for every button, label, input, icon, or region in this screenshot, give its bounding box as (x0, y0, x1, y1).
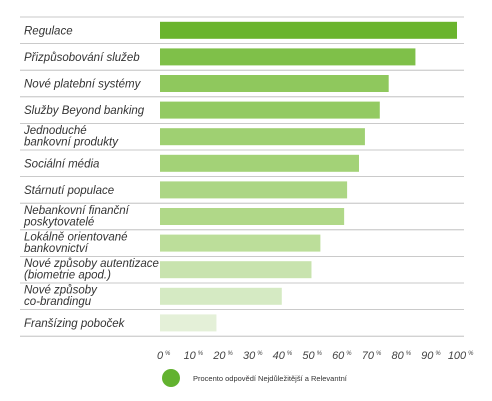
bar (160, 75, 389, 92)
x-tick-label: 100 (448, 350, 467, 362)
bar-row: Stárnutí populace (20, 176, 464, 199)
x-tick-label: 10 (184, 350, 197, 362)
category-label: bankovní produkty (24, 136, 119, 148)
legend-marker (162, 369, 180, 387)
bar (160, 154, 359, 172)
category-label: Franšízing poboček (24, 318, 126, 330)
bar-row: Služby Beyond banking (20, 96, 464, 119)
bar-row: Přizpůsobování služeb (20, 43, 464, 66)
x-axis-ticks: 0% 10% 20% 30% 40% 50% 60% 70% 80% 90% 100% (157, 350, 474, 362)
bar (160, 314, 217, 332)
bar (160, 128, 365, 146)
bar (160, 287, 282, 305)
bar (160, 21, 457, 39)
category-label: (biometrie apod.) (24, 269, 111, 281)
x-tick-suffix: % (198, 351, 204, 357)
bar (160, 208, 345, 225)
bar (160, 234, 321, 252)
category-label: Sociální média (24, 158, 99, 170)
x-tick-suffix: % (228, 351, 234, 357)
x-tick-suffix: % (165, 351, 171, 357)
chart-rows: Regulace Přizpůsobování služeb Nové plateb… (20, 16, 464, 337)
category-label: Lokálně orientované (24, 231, 128, 243)
category-label: Jednoduché (23, 125, 87, 137)
category-label: poskytovatelé (23, 216, 94, 228)
bar-row: Sociální média (20, 149, 464, 172)
x-tick-label: 90 (421, 350, 434, 362)
x-tick-suffix: % (257, 351, 263, 357)
x-tick-suffix: % (376, 351, 382, 357)
legend-label: Procento odpovědí Nejdůležitější a Relev… (193, 374, 348, 383)
x-tick-label: 70 (362, 350, 375, 362)
category-label: Přizpůsobování služeb (24, 52, 140, 64)
bar (160, 101, 380, 119)
x-tick-suffix: % (468, 351, 474, 357)
category-label: Nebankovní finanční (24, 205, 131, 217)
x-tick-label: 40 (273, 350, 286, 362)
x-tick-suffix: % (346, 351, 352, 357)
bar (160, 48, 416, 66)
x-tick-suffix: % (406, 351, 412, 357)
bar (160, 261, 312, 279)
bar (160, 181, 348, 199)
category-label: Nové způsoby (24, 285, 98, 297)
legend: Procento odpovědí Nejdůležitější a Relev… (162, 369, 348, 387)
x-tick-label: 60 (332, 350, 345, 362)
x-tick-label: 0 (157, 350, 164, 362)
bar-row: Regulace (20, 16, 464, 39)
category-label: Regulace (24, 25, 73, 37)
x-tick-suffix: % (317, 351, 323, 357)
x-tick-suffix: % (435, 351, 441, 357)
category-label: co-brandingu (24, 296, 92, 308)
bar-row: Nové způsoby autentizace(biometrie apod.… (20, 255, 464, 281)
category-label: Stárnutí populace (24, 185, 114, 197)
category-label: bankovnictví (24, 243, 90, 255)
x-tick-label: 50 (302, 350, 315, 362)
bar-row: Nové platební systémy (20, 69, 464, 92)
bar-row: Franšízing poboček (20, 309, 464, 332)
x-tick-label: 80 (391, 350, 404, 362)
x-tick-label: 20 (212, 350, 226, 362)
x-tick-suffix: % (287, 351, 293, 357)
category-label: Služby Beyond banking (24, 105, 145, 117)
x-tick-label: 30 (243, 350, 256, 362)
category-label: Nové platební systémy (24, 79, 142, 91)
category-label: Nové způsoby autentizace (24, 258, 159, 270)
